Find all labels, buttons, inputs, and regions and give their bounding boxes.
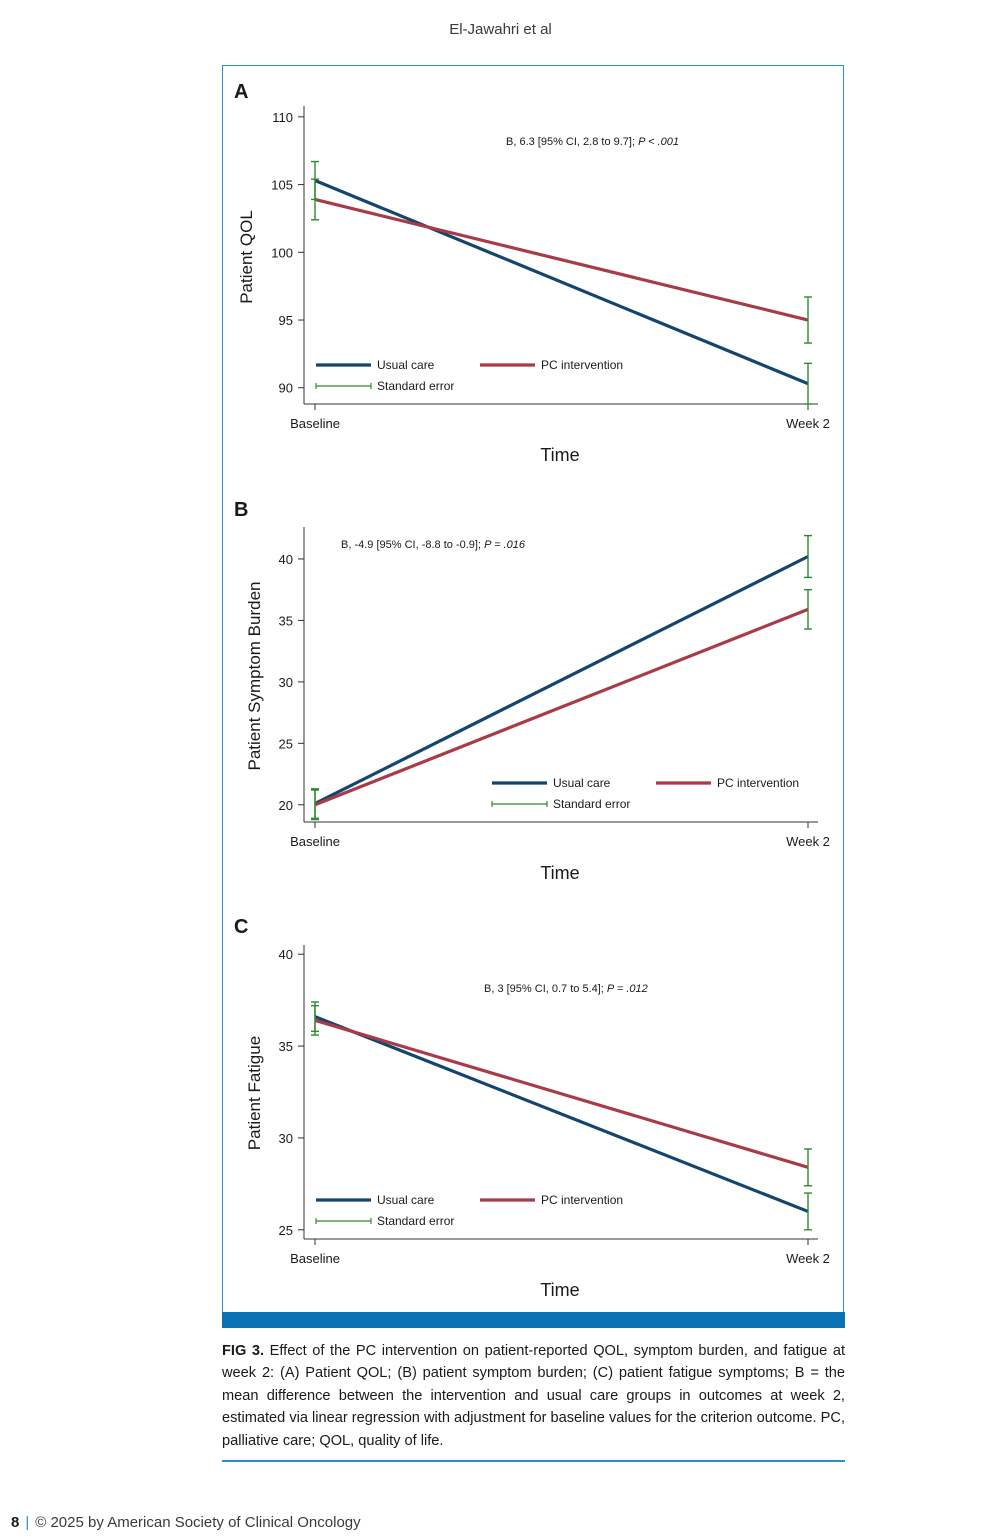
legend-label-pc-intervention: PC intervention	[541, 1193, 623, 1207]
legend-label-pc-intervention: PC intervention	[541, 358, 623, 372]
legend-label-standard-error: Standard error	[377, 379, 454, 393]
error-bar	[804, 362, 812, 405]
annotation-p-value: P = .016	[484, 539, 526, 551]
y-tick-label: 90	[279, 381, 293, 396]
figure-bottom-bar	[222, 1312, 845, 1328]
y-tick-label: 30	[279, 1131, 293, 1146]
y-axis-title: Patient Fatigue	[245, 1036, 264, 1150]
x-axis-title: Time	[540, 863, 579, 883]
footer-separator: |	[25, 1514, 30, 1531]
stat-annotation: B, 6.3 [95% CI, 2.8 to 9.7]; P < .001	[506, 136, 679, 148]
error-bar	[804, 1148, 812, 1187]
x-axis-title: Time	[540, 1280, 579, 1300]
x-tick-label: Week 2	[786, 834, 830, 849]
y-axis-title: Patient QOL	[237, 210, 256, 304]
x-tick-label: Baseline	[290, 834, 340, 849]
y-tick-label: 40	[279, 947, 293, 962]
stat-annotation: B, -4.9 [95% CI, -8.8 to -0.9]; P = .016	[341, 539, 526, 551]
annotation-estimate: B, 3 [95% CI, 0.7 to 5.4];	[484, 983, 607, 995]
series-line-usual-care	[314, 1015, 809, 1213]
y-tick-label: 25	[279, 1223, 293, 1238]
legend-swatch-standard-error	[315, 1218, 372, 1224]
series-line-pc-intervention	[314, 1018, 809, 1169]
y-tick-label: 30	[279, 675, 293, 690]
annotation-estimate: B, 6.3 [95% CI, 2.8 to 9.7];	[506, 136, 638, 148]
series-line-pc-intervention	[314, 607, 809, 807]
legend-label-usual-care: Usual care	[377, 358, 435, 372]
legend-label-usual-care: Usual care	[377, 1193, 435, 1207]
legend-label-standard-error: Standard error	[553, 797, 630, 811]
x-tick-label: Week 2	[786, 1251, 830, 1266]
annotation-p-value: P = .012	[607, 983, 648, 995]
chart-panel-a: A 90 95 100 105 110 Baseline Week 2 Time Patient …	[234, 81, 830, 465]
chart-panel-c: C 25 30 35 40 Baseline Week 2 Time Patient Fatig…	[234, 916, 830, 1300]
series-line-usual-care	[314, 555, 809, 805]
y-tick-label: 35	[279, 613, 293, 628]
caption-rule	[222, 1460, 845, 1462]
panel-letter: C	[234, 916, 248, 938]
y-tick-label: 25	[279, 736, 293, 751]
chart-panel-b: B 20 25 30 35 40 Baseline Week 2 Time Patient Sym…	[234, 499, 830, 883]
annotation-p-value: P < .001	[638, 136, 679, 148]
y-tick-label: 105	[271, 178, 293, 193]
error-bar	[804, 296, 812, 344]
error-bar	[804, 1192, 812, 1231]
x-axis-title: Time	[540, 445, 579, 465]
copyright: © 2025 by American Society of Clinical O…	[35, 1514, 361, 1531]
error-bar	[804, 588, 812, 630]
x-tick-label: Baseline	[290, 1251, 340, 1266]
y-tick-label: 100	[271, 245, 293, 260]
legend: Usual care PC intervention Standard error	[315, 358, 623, 393]
page-footer: 8 | © 2025 by American Society of Clinical…	[11, 1514, 361, 1531]
error-bar	[311, 1004, 319, 1036]
y-tick-label: 20	[279, 798, 293, 813]
legend-swatch-standard-error	[491, 801, 548, 807]
y-tick-label: 35	[279, 1039, 293, 1054]
error-bar	[311, 178, 319, 221]
series-line-usual-care	[314, 179, 809, 386]
page-number: 8	[11, 1514, 20, 1531]
x-tick-label: Week 2	[786, 416, 830, 431]
x-tick-label: Baseline	[290, 416, 340, 431]
stat-annotation: B, 3 [95% CI, 0.7 to 5.4]; P = .012	[484, 983, 648, 995]
caption-label: FIG 3.	[222, 1343, 265, 1359]
series-line-pc-intervention	[314, 197, 809, 322]
legend-label-pc-intervention: PC intervention	[717, 776, 799, 790]
panel-letter: A	[234, 81, 248, 103]
error-bar	[804, 534, 812, 579]
annotation-estimate: B, -4.9 [95% CI, -8.8 to -0.9];	[341, 539, 484, 551]
legend: Usual care PC intervention Standard error	[315, 1193, 623, 1228]
legend-swatch-standard-error	[315, 383, 372, 389]
y-tick-label: 95	[279, 313, 293, 328]
legend: Usual care PC intervention Standard error	[491, 776, 799, 811]
figure-caption: FIG 3. Effect of the PC intervention on …	[222, 1340, 845, 1452]
legend-label-usual-care: Usual care	[553, 776, 611, 790]
caption-text: Effect of the PC intervention on patient…	[222, 1343, 846, 1449]
panel-letter: B	[234, 499, 248, 521]
y-axis-title: Patient Symptom Burden	[245, 582, 264, 771]
legend-label-standard-error: Standard error	[377, 1214, 454, 1228]
y-tick-label: 110	[272, 110, 293, 125]
error-bar	[311, 789, 319, 821]
y-tick-label: 40	[279, 552, 293, 567]
running-head: El-Jawahri et al	[449, 21, 552, 38]
